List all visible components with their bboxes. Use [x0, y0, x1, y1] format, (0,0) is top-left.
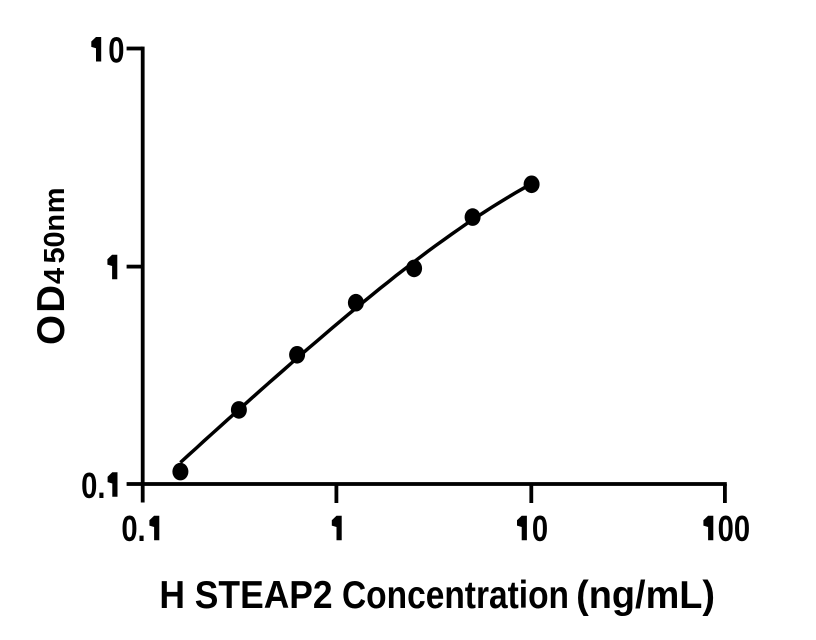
svg-text:0.: 0. [81, 466, 105, 507]
svg-text:0: 0 [532, 509, 548, 550]
svg-text:450nm: 450nm [39, 188, 71, 285]
svg-text:00: 00 [718, 509, 750, 550]
svg-text:0: 0 [108, 31, 124, 72]
svg-text:(ng/mL): (ng/mL) [576, 573, 715, 617]
svg-text:Concentration: Concentration [342, 572, 569, 616]
svg-text:H STEAP2: H STEAP2 [159, 572, 332, 616]
svg-text:0.: 0. [121, 509, 145, 550]
